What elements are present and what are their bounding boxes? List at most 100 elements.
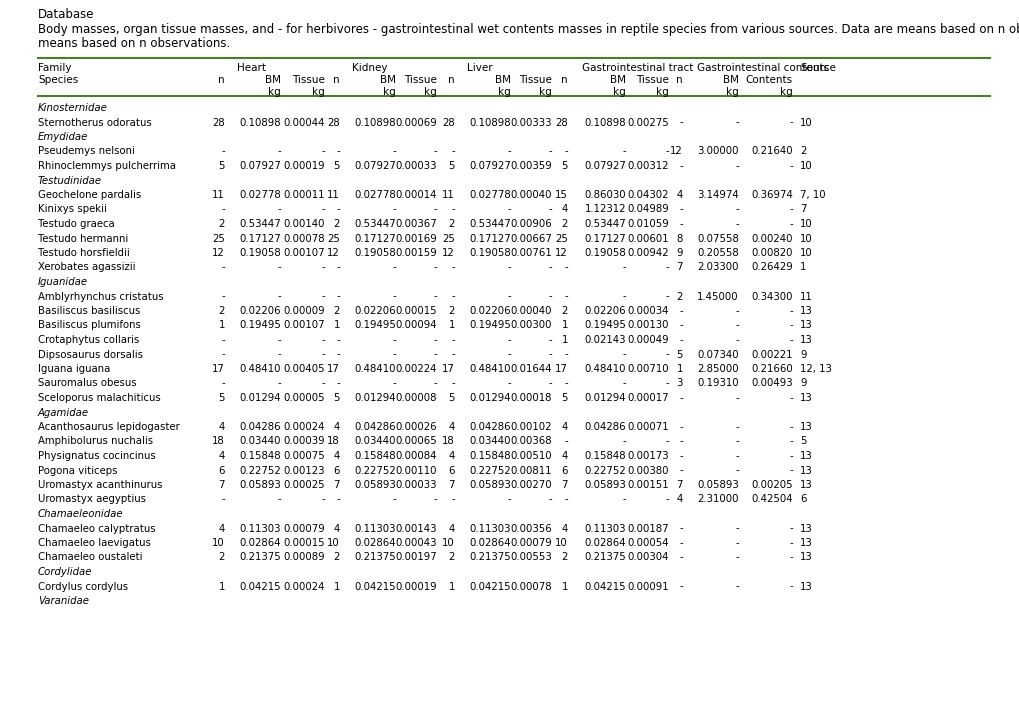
Text: 0.21375: 0.21375 (239, 552, 280, 562)
Text: 0.15848: 0.15848 (469, 451, 511, 461)
Text: 0.02206: 0.02206 (469, 306, 511, 316)
Text: kg: kg (780, 87, 792, 97)
Text: n: n (676, 75, 683, 85)
Text: 0.04215: 0.04215 (239, 582, 280, 592)
Text: 0.02778: 0.02778 (239, 190, 280, 200)
Text: 0.17127: 0.17127 (354, 233, 395, 243)
Text: -: - (735, 466, 739, 475)
Text: Pseudemys nelsoni: Pseudemys nelsoni (38, 146, 135, 156)
Text: 0.04989: 0.04989 (627, 204, 668, 215)
Text: 1: 1 (561, 320, 568, 330)
Text: -: - (451, 495, 454, 505)
Text: Basiliscus plumifons: Basiliscus plumifons (38, 320, 141, 330)
Text: 11: 11 (799, 292, 812, 302)
Text: 0.19495: 0.19495 (238, 320, 280, 330)
Text: 0.07927: 0.07927 (469, 161, 511, 171)
Text: Testudo horsfieldii: Testudo horsfieldii (38, 248, 129, 258)
Text: -: - (221, 335, 225, 345)
Text: -: - (564, 292, 568, 302)
Text: -: - (735, 552, 739, 562)
Text: 2: 2 (448, 552, 454, 562)
Text: -: - (735, 306, 739, 316)
Text: 0.00601: 0.00601 (627, 233, 668, 243)
Text: 7: 7 (560, 480, 568, 490)
Text: -: - (679, 306, 683, 316)
Text: 12: 12 (669, 146, 683, 156)
Text: n: n (218, 75, 225, 85)
Text: 0.01644: 0.01644 (510, 364, 551, 374)
Text: -: - (433, 495, 436, 505)
Text: 0.00906: 0.00906 (510, 219, 551, 229)
Text: 0.02864: 0.02864 (354, 538, 395, 548)
Text: -: - (221, 349, 225, 359)
Text: -: - (564, 436, 568, 446)
Text: Tissue: Tissue (404, 75, 436, 85)
Text: 0.00221: 0.00221 (751, 349, 792, 359)
Text: 3.14974: 3.14974 (697, 190, 739, 200)
Text: 0.02864: 0.02864 (239, 538, 280, 548)
Text: 0.00300: 0.00300 (510, 320, 551, 330)
Text: 0.00033: 0.00033 (395, 480, 436, 490)
Text: 0.01059: 0.01059 (627, 219, 668, 229)
Text: 10: 10 (442, 538, 454, 548)
Text: Chamaeleo calyptratus: Chamaeleo calyptratus (38, 523, 156, 534)
Text: 0.00025: 0.00025 (283, 480, 325, 490)
Text: 0.00078: 0.00078 (283, 233, 325, 243)
Text: 0.02778: 0.02778 (469, 190, 511, 200)
Text: 0.22752: 0.22752 (469, 466, 511, 475)
Text: 15: 15 (554, 190, 568, 200)
Text: -: - (548, 263, 551, 272)
Text: 0.34300: 0.34300 (751, 292, 792, 302)
Text: 0.00011: 0.00011 (283, 190, 325, 200)
Text: 0.00040: 0.00040 (510, 190, 551, 200)
Text: -: - (664, 349, 668, 359)
Text: -: - (789, 393, 792, 403)
Text: 11: 11 (212, 190, 225, 200)
Text: -: - (321, 379, 325, 389)
Text: 25: 25 (327, 233, 339, 243)
Text: Sauromalus obesus: Sauromalus obesus (38, 379, 137, 389)
Text: 4: 4 (676, 190, 683, 200)
Text: Chamaeleo laevigatus: Chamaeleo laevigatus (38, 538, 151, 548)
Text: 0.00084: 0.00084 (395, 451, 436, 461)
Text: 0.00553: 0.00553 (510, 552, 551, 562)
Text: 0.00110: 0.00110 (395, 466, 436, 475)
Text: kg: kg (726, 87, 739, 97)
Text: -: - (433, 335, 436, 345)
Text: -: - (664, 495, 668, 505)
Text: 0.02206: 0.02206 (584, 306, 626, 316)
Text: 0.04286: 0.04286 (354, 422, 395, 432)
Text: 0.26429: 0.26429 (751, 263, 792, 272)
Text: 0.20558: 0.20558 (697, 248, 739, 258)
Text: 5: 5 (799, 436, 806, 446)
Text: 0.19495: 0.19495 (469, 320, 511, 330)
Text: Gastrointestinal contents: Gastrointestinal contents (696, 63, 828, 73)
Text: 0.00069: 0.00069 (395, 117, 436, 127)
Text: 0.05893: 0.05893 (469, 480, 511, 490)
Text: 0.00024: 0.00024 (283, 422, 325, 432)
Text: 0.11303: 0.11303 (355, 523, 395, 534)
Text: -: - (789, 161, 792, 171)
Text: 13: 13 (799, 393, 812, 403)
Text: -: - (221, 263, 225, 272)
Text: -: - (277, 263, 280, 272)
Text: -: - (548, 335, 551, 345)
Text: 0.22752: 0.22752 (584, 466, 626, 475)
Text: 0.00008: 0.00008 (395, 393, 436, 403)
Text: -: - (392, 292, 395, 302)
Text: -: - (564, 379, 568, 389)
Text: 0.00026: 0.00026 (395, 422, 436, 432)
Text: -: - (735, 161, 739, 171)
Text: 0.00071: 0.00071 (627, 422, 668, 432)
Text: 0.03440: 0.03440 (239, 436, 280, 446)
Text: -: - (221, 146, 225, 156)
Text: 0.00380: 0.00380 (627, 466, 668, 475)
Text: -: - (735, 451, 739, 461)
Text: 0.00312: 0.00312 (627, 161, 668, 171)
Text: Body masses, organ tissue masses, and - for herbivores - gastrointestinal wet co: Body masses, organ tissue masses, and - … (38, 23, 1019, 36)
Text: 0.04286: 0.04286 (239, 422, 280, 432)
Text: 5: 5 (218, 393, 225, 403)
Text: 0.21375: 0.21375 (584, 552, 626, 562)
Text: Amphibolurus nuchalis: Amphibolurus nuchalis (38, 436, 153, 446)
Text: 0.07927: 0.07927 (354, 161, 395, 171)
